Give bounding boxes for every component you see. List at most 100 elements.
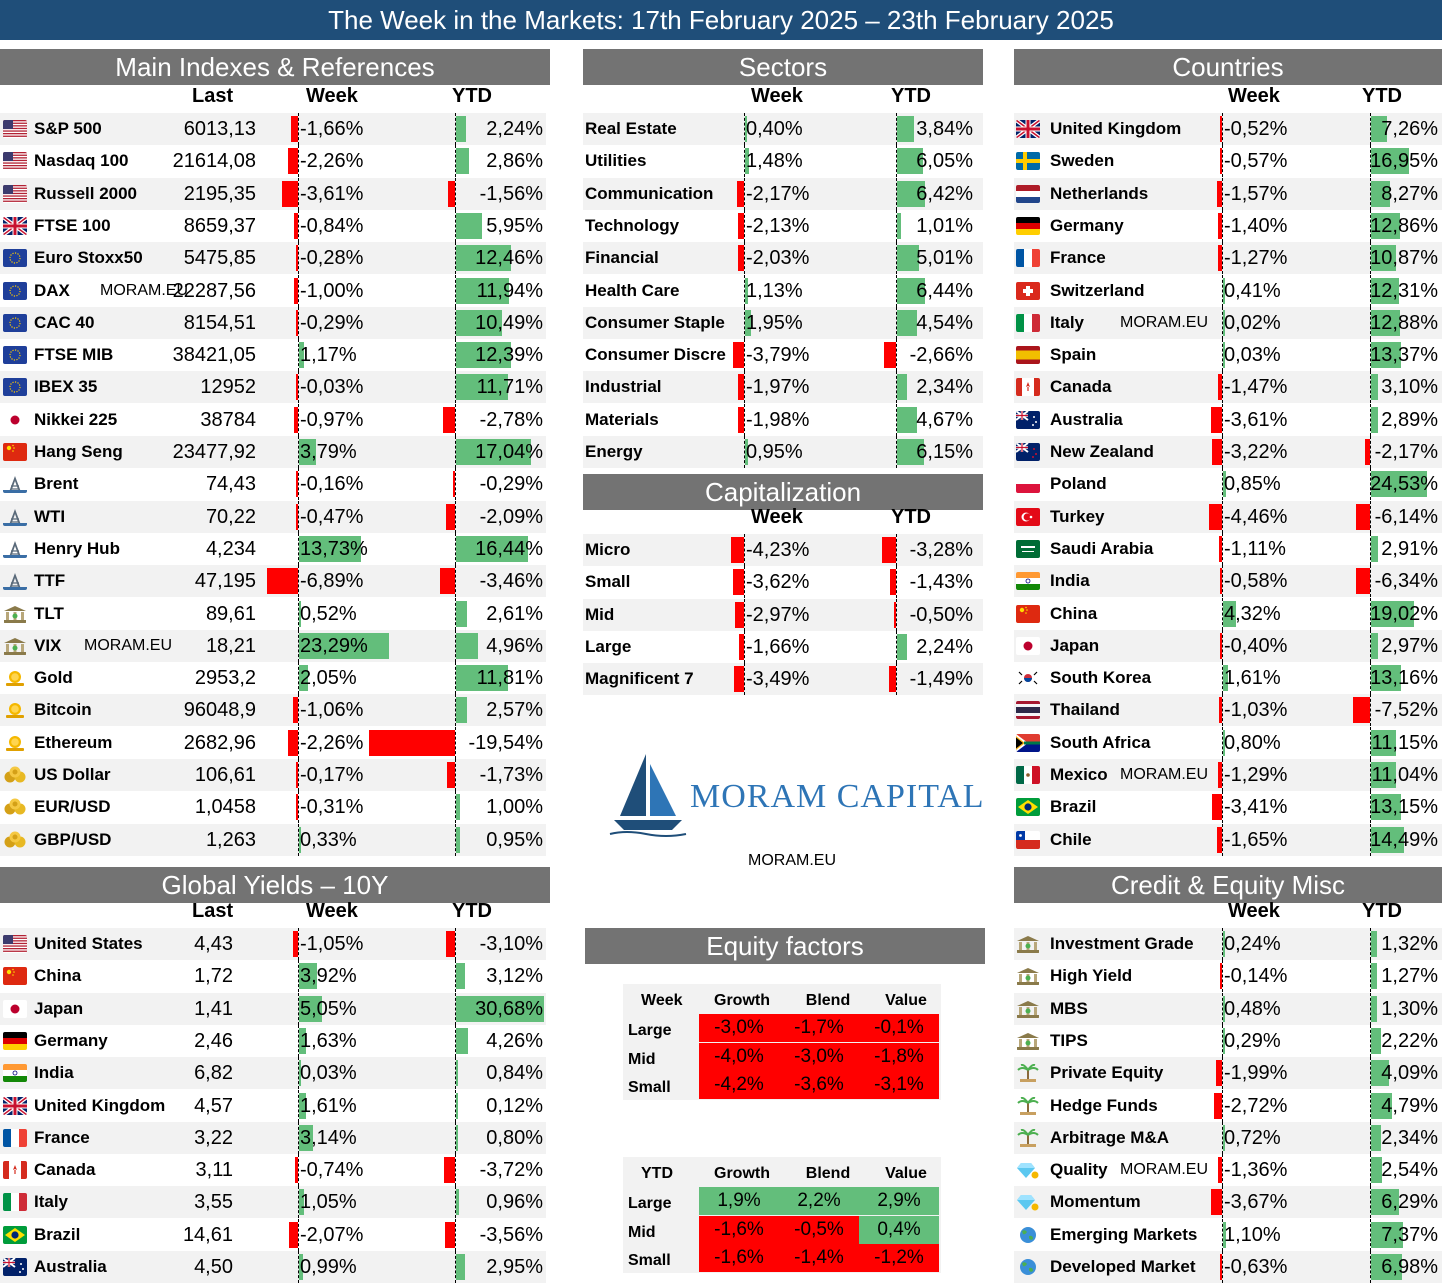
- week-value: -0,47%: [300, 505, 364, 528]
- ytd-axis-line: [1370, 992, 1371, 1025]
- switzerland-flag-icon: [1016, 281, 1040, 300]
- ytd-value: 4,54%: [916, 311, 973, 334]
- last-value: 1,72: [194, 965, 233, 988]
- week-bar: [296, 245, 298, 272]
- credit-title: Credit & Equity Misc: [1014, 867, 1442, 903]
- row-label: France: [34, 1127, 90, 1147]
- week-bar: [1220, 632, 1222, 659]
- ytd-bar: [1371, 406, 1378, 433]
- ytd-axis-line: [455, 823, 456, 856]
- table-row: India 6,82 0,03% 0,84%: [0, 1057, 546, 1090]
- week-value: 0,80%: [1224, 731, 1281, 754]
- week-value: -2,97%: [746, 603, 810, 626]
- ytd-bar: [1356, 503, 1370, 530]
- ytd-axis-line: [455, 274, 456, 307]
- ytd-value: 16,95%: [1370, 150, 1438, 173]
- week-axis-line: [1222, 436, 1223, 468]
- week-axis-line: [1222, 694, 1223, 727]
- ytd-value: 6,44%: [916, 279, 973, 302]
- thailand-flag-icon: [1016, 701, 1040, 720]
- week-bar: [737, 212, 744, 239]
- ytd-bar: [439, 568, 455, 595]
- canada-flag-icon: [3, 1161, 27, 1180]
- week-bar: [732, 342, 744, 369]
- ytd-bar: [889, 666, 896, 693]
- week-value: 0,24%: [1224, 933, 1281, 955]
- ytd-value: 1,01%: [916, 214, 973, 237]
- week-bar: [745, 148, 750, 175]
- week-value: -1,03%: [1224, 699, 1288, 722]
- credit-table: Credit & Equity Misc Week YTD Investment Gr…: [1014, 867, 1442, 1283]
- week-value: -3,22%: [1224, 441, 1288, 463]
- week-bar: [1223, 1221, 1227, 1248]
- week-value: -3,67%: [1224, 1191, 1288, 1214]
- week-value: -2,72%: [1224, 1094, 1288, 1117]
- ytd-value: -1,49%: [909, 668, 973, 691]
- ytd-axis-line: [455, 1089, 456, 1122]
- row-label: South Africa: [1050, 732, 1151, 752]
- ytd-axis-line: [896, 371, 897, 404]
- table-row: Hang Seng 23477,92 3,79% 17,04%: [0, 436, 546, 468]
- week-value: -1,65%: [1224, 828, 1288, 851]
- week-value: 0,72%: [1224, 1126, 1281, 1149]
- week-axis-line: [1222, 1121, 1223, 1154]
- ytd-bar: [456, 826, 461, 853]
- week-axis-line: [1222, 662, 1223, 695]
- week-bar: [290, 116, 298, 142]
- last-value: 38784: [200, 408, 256, 431]
- week-value: -1,66%: [300, 118, 364, 140]
- week-axis-line: [298, 992, 299, 1025]
- ytd-bar: [1371, 309, 1401, 336]
- week-axis-line: [1222, 532, 1223, 565]
- week-axis-line: [298, 960, 299, 993]
- ytd-bar: [456, 1060, 459, 1087]
- factor-cell: -0,5%: [779, 1215, 859, 1244]
- row-label: Canada: [34, 1160, 96, 1180]
- row-label: Materials: [585, 409, 659, 429]
- ytd-bar: [456, 535, 529, 562]
- table-row: Mid -2,97% -0,50%: [583, 598, 983, 631]
- factor-row-label: Small: [628, 1252, 671, 1269]
- week-bar: [1218, 245, 1222, 272]
- ytd-value: 1,27%: [1381, 965, 1438, 988]
- table-row: Micro -4,23% -3,28%: [583, 534, 983, 566]
- ytd-value: 11,15%: [1371, 731, 1438, 754]
- ytd-axis-line: [455, 694, 456, 727]
- main-table: Main Indexes & References Last Week YTD S&P …: [0, 49, 550, 856]
- table-row: Germany 2,46 1,63% 4,26%: [0, 1024, 546, 1057]
- mexico-flag-icon: [1016, 766, 1040, 784]
- table-row: Small -3,62% -1,43%: [583, 566, 983, 599]
- oil-rig-icon: [3, 572, 27, 591]
- week-value: 1,95%: [746, 311, 803, 334]
- sweden-flag-icon: [1016, 152, 1040, 171]
- last-value: 23477,92: [172, 441, 256, 463]
- last-value: 2,46: [194, 1029, 233, 1052]
- last-value: 4,43: [194, 933, 233, 955]
- coin-icon: [3, 701, 27, 719]
- ytd-bar: [897, 277, 926, 304]
- row-label: Momentum: [1050, 1192, 1141, 1212]
- week-bar: [299, 1027, 307, 1054]
- week-value: 0,33%: [300, 828, 357, 851]
- row-label: Industrial: [585, 377, 662, 397]
- row-label: United States: [34, 934, 143, 953]
- ytd-value: 4,09%: [1381, 1062, 1438, 1085]
- ytd-value: -1,43%: [909, 571, 973, 594]
- row-label: Switzerland: [1050, 280, 1145, 300]
- ytd-bar: [456, 1092, 458, 1119]
- table-row: IBEX 35 12952 -0,03% 11,71%: [0, 371, 546, 404]
- canada-flag-icon: [1016, 378, 1040, 397]
- ytd-bar: [1365, 439, 1370, 465]
- ytd-axis-line: [896, 306, 897, 339]
- ytd-bar: [889, 569, 896, 596]
- week-axis-line: [1222, 629, 1223, 662]
- table-row: High Yield -0,14% 1,27%: [1014, 960, 1442, 993]
- ytd-axis-line: [896, 209, 897, 242]
- ytd-value: 4,26%: [486, 1029, 543, 1052]
- ytd-value: 2,86%: [486, 150, 543, 173]
- table-row: VIX MORAM.EU 18,21 23,29% 4,96%: [0, 629, 546, 662]
- week-axis-line: [298, 1024, 299, 1057]
- logo-url: MORAM.EU: [748, 852, 836, 869]
- week-axis-line: [298, 823, 299, 856]
- week-value: -3,61%: [1224, 408, 1288, 431]
